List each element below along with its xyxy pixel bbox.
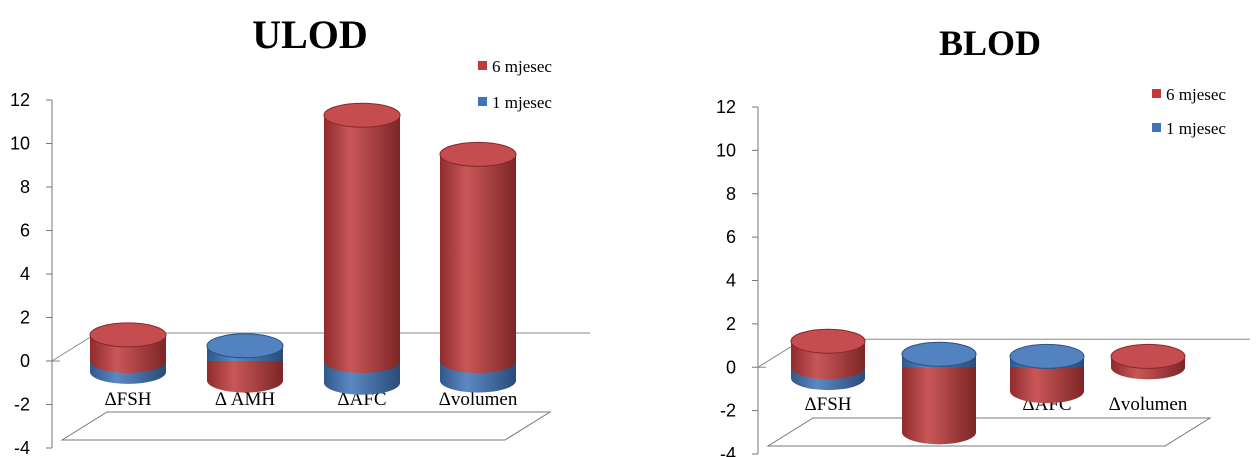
blod-y-tick-label: 12 bbox=[716, 97, 736, 117]
blod-legend-label: 1 mjesec bbox=[1166, 119, 1226, 138]
ulod-category-label: ΔAFC bbox=[337, 389, 386, 410]
blod-bar-cap-3 bbox=[1110, 343, 1186, 369]
ulod-y-tick-label: 6 bbox=[20, 221, 30, 241]
blod-category-label: ΔFSH bbox=[804, 394, 851, 415]
ulod-y-tick-label: 2 bbox=[20, 308, 30, 328]
ulod-legend-label: 6 mjesec bbox=[492, 57, 552, 76]
ulod-bar-cap-3 bbox=[439, 141, 517, 167]
ulod-bar-6-mjesec-3 bbox=[440, 154, 516, 373]
ulod-y-tick-label: 0 bbox=[20, 351, 30, 371]
blod-floor bbox=[766, 417, 1212, 447]
blod-y-tick-label: 6 bbox=[726, 227, 736, 247]
chart-ulod: ULOD 12 10 8 6 4 2 0 -2 -4 ΔFSH Δ AMH ΔAFC Δvolumen 6 … bbox=[10, 12, 590, 457]
ulod-category-label: ΔFSH bbox=[104, 389, 151, 410]
blod-bar-cap-0 bbox=[790, 328, 866, 354]
blod-bar-cap-1 bbox=[901, 341, 977, 367]
ulod-bar-6-mjesec-1 bbox=[207, 361, 283, 393]
blod-y-tick-label: -4 bbox=[720, 444, 736, 457]
blod-y-tick-label: 4 bbox=[726, 271, 736, 291]
blod-bar-6-mjesec-1 bbox=[902, 367, 976, 445]
chart-ulod-svg: ULOD 12 10 8 6 4 2 0 -2 -4 ΔFSH Δ AMH ΔAFC Δvolumen 6 … bbox=[10, 12, 590, 457]
blod-category-label: Δvolumen bbox=[1109, 394, 1188, 415]
blod-y-tick-label: 10 bbox=[716, 140, 736, 160]
ulod-legend-swatch bbox=[478, 61, 487, 70]
ulod-bar-cap-1 bbox=[206, 333, 284, 359]
ulod-bar-cap-2 bbox=[323, 102, 401, 128]
ulod-bar-cap-0 bbox=[89, 322, 167, 348]
blod-legend-swatch bbox=[1152, 89, 1161, 98]
ulod-y-tick-label: 10 bbox=[10, 134, 30, 154]
ulod-category-label: Δ AMH bbox=[215, 389, 276, 410]
ulod-y-tick-label: -4 bbox=[14, 438, 30, 457]
blod-title: BLOD bbox=[939, 23, 1041, 63]
blod-legend-swatch bbox=[1152, 123, 1161, 132]
ulod-y-tick-label: 8 bbox=[20, 177, 30, 197]
blod-bar-6-mjesec-2 bbox=[1010, 367, 1084, 404]
blod-bar-cap-2 bbox=[1009, 343, 1085, 369]
blod-y-tick-label: 0 bbox=[726, 357, 736, 377]
blod-legend-label: 6 mjesec bbox=[1166, 85, 1226, 104]
ulod-title: ULOD bbox=[252, 12, 368, 57]
ulod-y-tick-label: 4 bbox=[20, 264, 30, 284]
ulod-y-tick-label: -2 bbox=[14, 395, 30, 415]
ulod-legend-label: 1 mjesec bbox=[492, 93, 552, 112]
ulod-y-tick-label: 12 bbox=[10, 90, 30, 110]
blod-y-tick-label: 2 bbox=[726, 314, 736, 334]
blod-y-tick-label: -2 bbox=[720, 401, 736, 421]
blod-y-tick-label: 8 bbox=[726, 184, 736, 204]
ulod-category-label: Δvolumen bbox=[439, 389, 518, 410]
ulod-zero-depth-line bbox=[51, 332, 98, 362]
ulod-floor bbox=[60, 411, 552, 441]
ulod-bar-6-mjesec-2 bbox=[324, 115, 400, 373]
ulod-legend-swatch bbox=[478, 97, 487, 106]
